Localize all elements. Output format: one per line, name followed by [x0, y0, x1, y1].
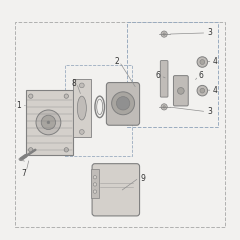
Circle shape: [161, 31, 167, 37]
Circle shape: [178, 88, 184, 94]
Circle shape: [200, 88, 205, 93]
Ellipse shape: [77, 96, 86, 120]
Circle shape: [116, 97, 130, 110]
FancyBboxPatch shape: [106, 83, 140, 125]
Text: 4: 4: [213, 57, 218, 66]
Text: 6: 6: [199, 71, 204, 80]
Text: 3: 3: [207, 107, 212, 116]
Circle shape: [197, 85, 208, 96]
FancyBboxPatch shape: [26, 90, 73, 155]
Circle shape: [41, 115, 56, 130]
Circle shape: [64, 148, 68, 152]
Circle shape: [93, 190, 97, 193]
Circle shape: [112, 92, 135, 115]
Circle shape: [197, 57, 208, 67]
Circle shape: [79, 130, 84, 134]
Text: 4: 4: [213, 86, 218, 95]
Text: 9: 9: [140, 174, 145, 183]
FancyBboxPatch shape: [73, 79, 91, 138]
Text: 8: 8: [71, 78, 76, 88]
Text: 7: 7: [21, 169, 26, 178]
Circle shape: [36, 110, 61, 135]
Circle shape: [79, 83, 84, 88]
Circle shape: [200, 60, 205, 64]
Circle shape: [29, 148, 33, 152]
FancyBboxPatch shape: [92, 164, 140, 216]
FancyBboxPatch shape: [160, 60, 168, 97]
FancyBboxPatch shape: [91, 169, 99, 198]
Circle shape: [64, 94, 68, 98]
Circle shape: [161, 104, 167, 110]
Text: 6: 6: [156, 71, 161, 80]
Circle shape: [47, 121, 50, 124]
Text: 3: 3: [207, 28, 212, 37]
Circle shape: [93, 183, 97, 186]
FancyBboxPatch shape: [174, 76, 188, 106]
Text: 1: 1: [16, 101, 21, 110]
Circle shape: [29, 94, 33, 98]
Circle shape: [93, 176, 97, 179]
Text: 2: 2: [114, 57, 119, 66]
Circle shape: [163, 106, 165, 108]
Circle shape: [163, 33, 165, 35]
